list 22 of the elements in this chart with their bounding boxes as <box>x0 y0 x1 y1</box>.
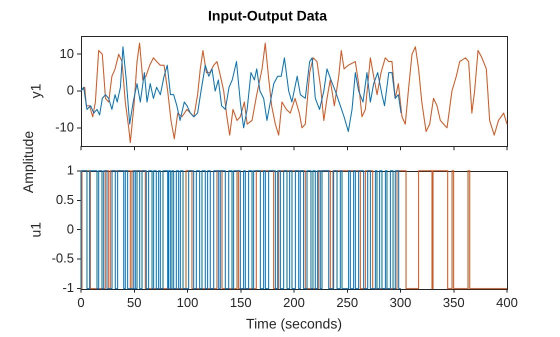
x-axis-title: Time (seconds) <box>246 315 342 332</box>
y-axis-title: u1 <box>27 222 44 238</box>
y-tick-label: 1 <box>66 162 74 178</box>
x-tick-label: 150 <box>230 294 252 310</box>
chart-title: Input-Output Data <box>208 7 328 24</box>
x-tick-label: 100 <box>176 294 198 310</box>
x-tick-label: 300 <box>390 294 412 310</box>
x-tick-label: 0 <box>77 294 85 310</box>
x-tick-label: 350 <box>442 294 465 310</box>
x-tick-label: 250 <box>336 294 358 310</box>
y-tick-label: -10 <box>55 119 74 134</box>
y-tick-label: 0 <box>66 82 74 98</box>
y-axis-title: y1 <box>27 83 44 98</box>
x-tick-label: 50 <box>127 294 142 310</box>
x-tick-label: 200 <box>283 294 305 310</box>
x-tick-label: 400 <box>496 294 518 310</box>
y-tick-label: -0.5 <box>52 250 74 266</box>
y-tick-label: 0.5 <box>56 192 74 207</box>
y-tick-label: 10 <box>60 46 74 61</box>
y-tick-label: 0 <box>66 221 74 236</box>
text: Amplitude <box>20 130 36 194</box>
y-tick-label: -1 <box>62 280 74 296</box>
